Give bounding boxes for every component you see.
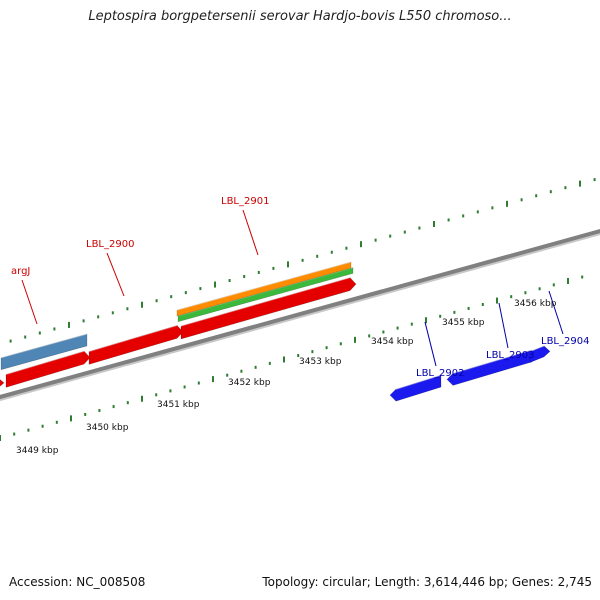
gene-block-LBL-2904 — [529, 345, 551, 363]
gene-block-argJ-highlight — [5, 350, 85, 375]
kbp-tick-label: 3450 kbp — [86, 423, 129, 433]
kbp-tick-label: 3453 kbp — [299, 357, 342, 367]
outer-tick-track — [9, 178, 596, 343]
inner-tick-track — [0, 275, 584, 441]
backbone-line — [0, 229, 600, 400]
accession-text: Accession: NC_008508 — [9, 575, 146, 589]
gene-block-LBL-2901-highlight — [180, 276, 351, 327]
kbp-tick-label: 3449 kbp — [16, 446, 59, 456]
topology-text: Topology: circular; Length: 3,614,446 bp… — [262, 575, 592, 589]
rna-block-highlight — [0, 333, 88, 359]
gene-label: LBL_2902 — [416, 368, 464, 379]
gene-block-LBL-2903-highlight — [452, 349, 533, 374]
leader-line — [21, 279, 38, 325]
gene-label: argJ — [11, 266, 30, 277]
gene-block-LBL-2904-highlight — [529, 345, 545, 353]
gene-block-LBL-2900-highlight — [88, 324, 178, 352]
orange-feature-block-highlight — [176, 261, 352, 311]
gene-block-LBL-2902-highlight — [395, 374, 442, 390]
leader-line — [424, 321, 437, 367]
rna-block — [0, 333, 88, 371]
gene-block-LBL-2903 — [446, 349, 533, 386]
gene-label: LBL_2900 — [86, 239, 134, 250]
gene-label: LBL_2901 — [221, 196, 269, 207]
gene-label: LBL_2904 — [541, 336, 589, 347]
leader-line — [498, 302, 509, 349]
gene-block-LBL-2901 — [180, 277, 357, 340]
kbp-tick-label: 3451 kbp — [157, 400, 200, 410]
gene-label-group: argJ LBL_2900 LBL_2901 LBL_2902 LBL_2903 LBL_… — [11, 196, 589, 379]
orange-feature-block — [176, 261, 352, 317]
kbp-tick-labels: 3449 kbp 3450 kbp 3451 kbp 3452 kbp 3453 kbp… — [16, 299, 557, 456]
leader-line — [548, 290, 564, 335]
gene-label: LBL_2903 — [486, 350, 534, 361]
chromosome-backbone — [0, 229, 600, 402]
kbp-tick-label: 3454 kbp — [371, 337, 414, 347]
kbp-tick-label: 3452 kbp — [228, 378, 271, 388]
leader-line — [106, 252, 125, 297]
leader-line — [242, 209, 259, 256]
map-title: Leptospira borgpetersenii serovar Hardjo… — [88, 9, 512, 24]
kbp-tick-label: 3455 kbp — [442, 318, 485, 328]
kbp-tick-label: 3456 kbp — [514, 299, 557, 309]
gene-block-LBL-2900 — [88, 325, 184, 365]
label-leader-lines — [21, 209, 564, 367]
gene-block-edge — [0, 379, 5, 387]
feature-track — [0, 261, 551, 402]
gene-block-argJ — [5, 350, 91, 388]
gene-block-LBL-2902 — [389, 374, 442, 402]
